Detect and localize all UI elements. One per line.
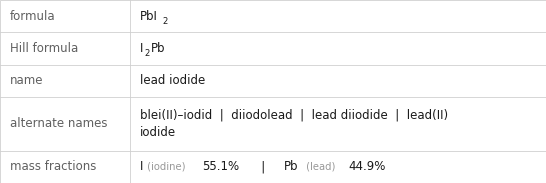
Text: Pb: Pb <box>151 42 165 55</box>
Text: (iodine): (iodine) <box>144 162 189 172</box>
Text: I: I <box>140 160 143 173</box>
Text: PbI: PbI <box>140 10 158 23</box>
Text: Hill formula: Hill formula <box>10 42 78 55</box>
Text: formula: formula <box>10 10 56 23</box>
Text: alternate names: alternate names <box>10 117 108 130</box>
Text: mass fractions: mass fractions <box>10 160 96 173</box>
Text: Pb: Pb <box>284 160 298 173</box>
Text: 2: 2 <box>163 16 168 26</box>
Text: blei(II)–iodid  |  diiodolead  |  lead diiodide  |  lead(II)
iodide: blei(II)–iodid | diiodolead | lead diiod… <box>140 109 448 139</box>
Text: 2: 2 <box>144 49 150 58</box>
Text: 55.1%: 55.1% <box>201 160 239 173</box>
Text: (lead): (lead) <box>302 162 338 172</box>
Text: |: | <box>250 160 276 173</box>
Text: lead iodide: lead iodide <box>140 74 205 87</box>
Text: I: I <box>140 42 143 55</box>
Text: 44.9%: 44.9% <box>348 160 385 173</box>
Text: name: name <box>10 74 43 87</box>
